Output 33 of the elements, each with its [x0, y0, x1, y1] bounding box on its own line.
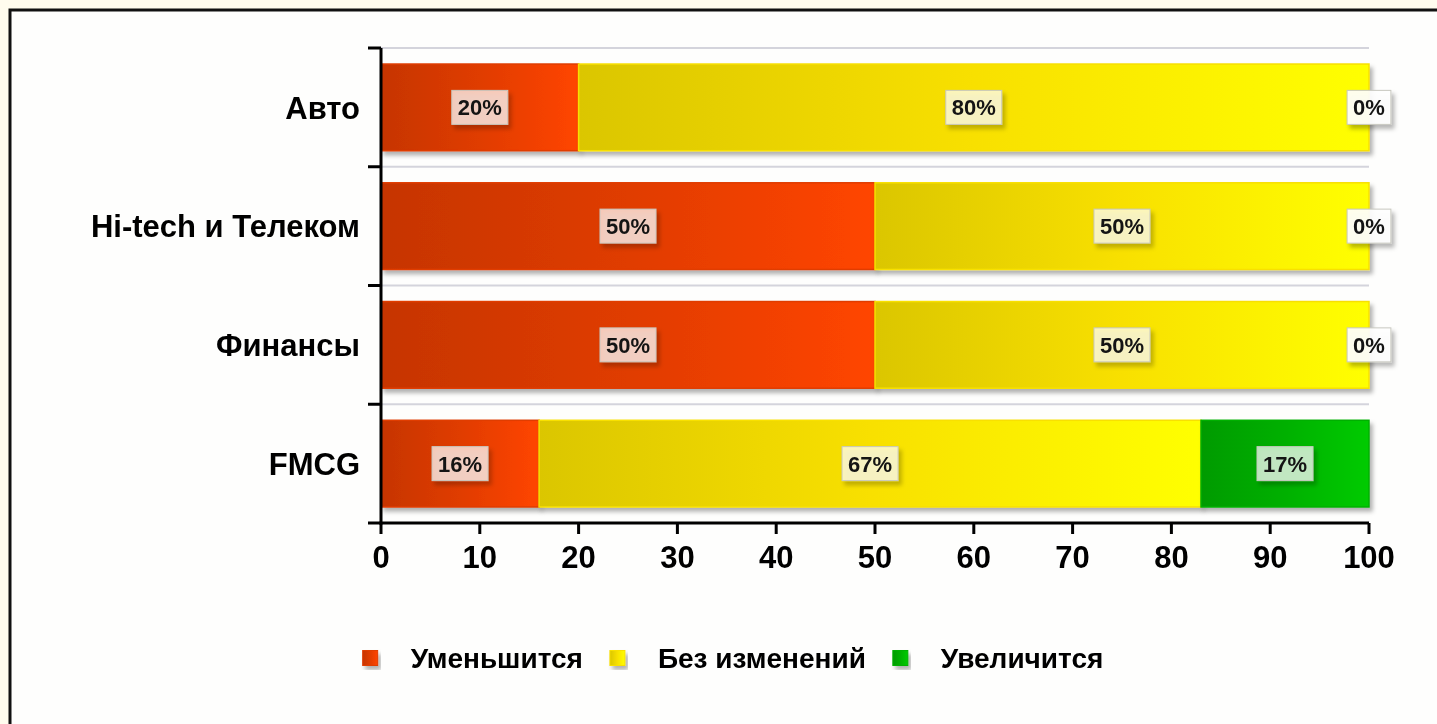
- data-label: 20%: [457, 95, 502, 121]
- bar: [538, 419, 1202, 508]
- bar: [380, 182, 876, 271]
- x-tick-label: 70: [1055, 540, 1090, 575]
- y-tick-label: FMCG: [268, 446, 360, 482]
- x-tick-label: 90: [1252, 540, 1288, 575]
- legend-label: Увеличится: [940, 643, 1104, 675]
- x-tick-label: 50: [857, 540, 893, 575]
- data-label: 50%: [1099, 214, 1145, 240]
- y-tick-label: Авто: [285, 90, 360, 126]
- x-tick-label: 60: [956, 540, 992, 575]
- legend-label: Без изменений: [657, 643, 866, 675]
- x-tick-label: 100: [1343, 540, 1395, 575]
- data-label: 50%: [1099, 332, 1145, 358]
- bar: [380, 300, 876, 389]
- x-tick-label: 0: [372, 540, 390, 575]
- data-label: 16%: [438, 451, 483, 477]
- x-tick-label: 40: [758, 540, 794, 575]
- data-label: 50%: [605, 332, 651, 358]
- data-label: 50%: [605, 214, 651, 240]
- data-label: 0%: [1353, 332, 1385, 358]
- data-label: 17%: [1263, 451, 1308, 477]
- x-tick-label: 20: [561, 540, 596, 575]
- data-label: 67%: [848, 451, 893, 477]
- data-label: 0%: [1353, 214, 1385, 240]
- x-tick-label: 80: [1154, 540, 1189, 575]
- data-label: 0%: [1353, 95, 1385, 121]
- data-label: 80%: [951, 95, 996, 121]
- y-tick-label: Hi-tech и Телеком: [90, 209, 360, 245]
- x-tick-label: 10: [462, 540, 498, 575]
- y-tick-label: Финансы: [216, 328, 360, 364]
- legend-label: Уменьшится: [410, 643, 583, 675]
- x-tick-label: 30: [660, 540, 695, 575]
